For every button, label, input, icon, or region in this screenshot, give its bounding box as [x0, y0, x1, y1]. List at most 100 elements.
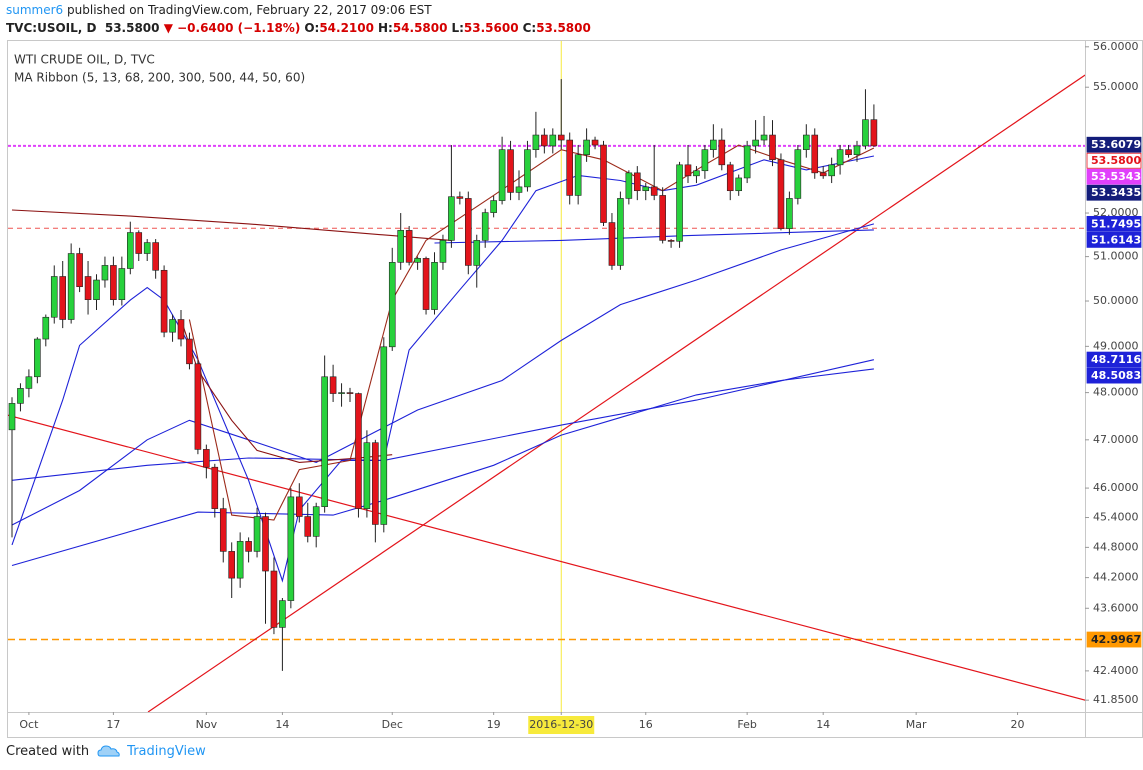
y-tick-label: 50.0000 — [1093, 294, 1139, 307]
y-tick-label: 56.0000 — [1093, 40, 1139, 53]
candle-body — [633, 172, 641, 192]
candle-body — [600, 144, 607, 223]
candle-body — [312, 506, 320, 537]
candle-body — [524, 149, 531, 188]
candle-body — [380, 346, 388, 525]
price-label-bg — [1086, 231, 1142, 248]
ohlc-value: 54.2100 — [319, 21, 374, 35]
price-label: 53.5343 — [1091, 170, 1141, 183]
ohlc-value: 53.5600 — [463, 21, 519, 35]
candle-body — [76, 253, 83, 288]
candle-body — [541, 134, 548, 147]
candle-body — [735, 177, 743, 192]
candle-body — [194, 363, 202, 450]
candle-body — [431, 262, 438, 310]
candle-body — [177, 319, 185, 340]
candle-body — [693, 170, 700, 177]
published-note: published on TradingView.com, February 2… — [67, 3, 432, 17]
candle-body — [329, 376, 337, 394]
y-tick-label: 47.0000 — [1093, 433, 1139, 446]
y-tick-label: 44.2000 — [1093, 571, 1139, 584]
candle-body — [591, 139, 599, 146]
x-tick-label: 20 — [1011, 718, 1025, 731]
moving-average — [11, 223, 875, 526]
candle-body — [802, 134, 810, 150]
candle-body — [617, 198, 624, 266]
candle-body — [34, 338, 41, 378]
x-tick-label: Dec — [382, 718, 403, 731]
price-label: 51.6143 — [1091, 233, 1141, 246]
candle-body — [473, 240, 481, 266]
price-label: 51.7495 — [1091, 217, 1141, 230]
candle-body — [363, 442, 371, 509]
y-tick-label: 43.6000 — [1093, 601, 1139, 614]
x-tick-label: 19 — [487, 718, 501, 731]
candle-body — [160, 269, 168, 333]
candle-body — [819, 172, 827, 177]
axes: 56.0000 55.0000 52.0000 51.0000 50.0000 49.00… — [19, 40, 1141, 734]
candle-body — [414, 258, 421, 263]
candle-body — [245, 541, 252, 552]
ohlc-label: C: — [522, 21, 537, 35]
candle-body — [279, 600, 286, 628]
candle-body — [667, 240, 675, 242]
candle-body — [718, 139, 726, 166]
x-tick-label: Oct — [19, 718, 39, 731]
y-tick-label: 42.4000 — [1093, 664, 1139, 677]
ohlc-label: H: — [377, 21, 393, 35]
candle-body — [110, 265, 117, 300]
candle-body — [726, 164, 734, 192]
candle-body — [169, 319, 176, 333]
x-tick-label: 17 — [106, 718, 120, 731]
x-tick-label: 2016-12-30 — [529, 718, 593, 731]
candle-body — [701, 149, 709, 172]
candle-body — [270, 570, 278, 628]
candle-body — [59, 276, 67, 320]
candle-body — [498, 149, 506, 201]
candle-body — [752, 139, 759, 147]
author[interactable]: summer6 — [6, 3, 64, 17]
brand[interactable]: TradingView — [127, 743, 206, 759]
last-price: 53.5800 — [104, 21, 160, 35]
y-tick-label: 46.0000 — [1093, 481, 1139, 494]
x-tick-label: Mar — [906, 718, 927, 731]
y-tick-label: 49.0000 — [1093, 339, 1139, 352]
candle-body — [676, 164, 683, 242]
candle-body — [642, 186, 650, 192]
x-tick-label: Feb — [737, 718, 756, 731]
candle-body — [236, 541, 244, 579]
candle-body — [836, 149, 844, 166]
candle-body — [532, 134, 540, 150]
candle-body — [17, 388, 24, 404]
candle-body — [853, 145, 861, 156]
price-label-bg — [1086, 215, 1142, 232]
candle-body — [101, 265, 109, 281]
candle-body — [566, 139, 574, 196]
candle-body — [490, 200, 497, 213]
candle-body — [42, 316, 50, 340]
candle-body — [811, 134, 819, 174]
candle-body — [338, 392, 345, 394]
candle-body — [574, 154, 582, 196]
candle-body — [448, 196, 455, 241]
price-label-bg — [1086, 631, 1142, 648]
candle-body — [186, 338, 193, 365]
price-label: 48.5083 — [1091, 369, 1141, 382]
ohlc-label: O: — [304, 21, 320, 35]
y-tick-label: 55.0000 — [1093, 80, 1139, 93]
candle-body — [211, 466, 219, 509]
moving-average — [11, 368, 874, 567]
y-tick-label: 41.8500 — [1093, 693, 1139, 706]
candle-body — [118, 268, 126, 300]
candle-body — [152, 242, 159, 271]
ohlc-value: 53.5800 — [536, 21, 591, 35]
y-tick-label: 52.0000 — [1093, 206, 1139, 219]
candle-body — [845, 149, 852, 156]
y-tick-label: 51.0000 — [1093, 250, 1139, 263]
candle-body — [659, 195, 666, 241]
price-label: 53.3435 — [1091, 186, 1141, 199]
footer: Created with TradingView — [6, 743, 206, 759]
candle-body — [828, 164, 835, 177]
